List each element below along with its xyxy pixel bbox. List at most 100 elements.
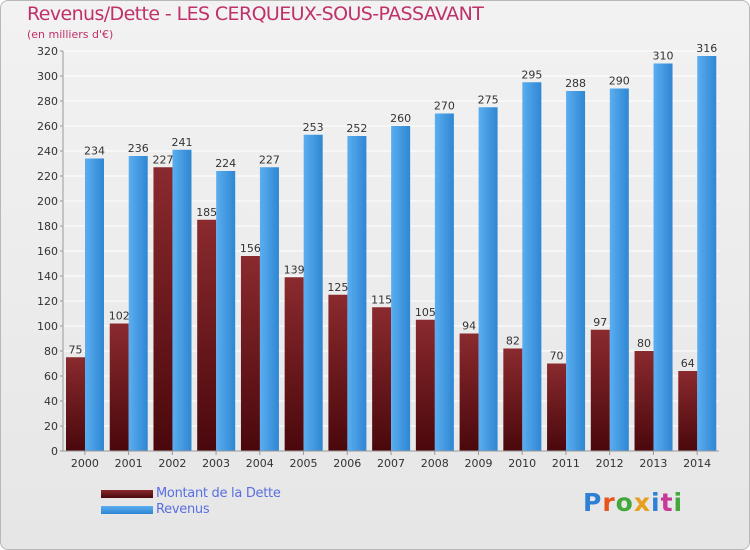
legend-swatch-dette (101, 490, 153, 498)
data-label-dette: 70 (550, 350, 564, 363)
x-tick-label: 2006 (333, 457, 361, 470)
bar-revenus (697, 56, 717, 451)
bar-revenus (478, 107, 498, 451)
y-tick-label: 100 (37, 320, 58, 333)
y-tick-label: 280 (37, 95, 58, 108)
y-tick-label: 140 (37, 270, 58, 283)
x-tick-label: 2000 (71, 457, 99, 470)
y-tick-label: 320 (37, 45, 58, 58)
logo-letter: o (615, 488, 634, 517)
bar-revenus (216, 171, 236, 451)
data-label-dette: 94 (462, 320, 476, 333)
logo-letter: x (633, 488, 651, 517)
bar-dette (284, 277, 304, 451)
logo-letter: t (660, 488, 674, 517)
data-label-dette: 105 (415, 306, 436, 319)
y-tick-label: 180 (37, 220, 58, 233)
bar-revenus (128, 156, 148, 451)
x-tick-label: 2012 (596, 457, 624, 470)
bar-dette (634, 351, 654, 451)
legend-label-revenus: Revenus (156, 502, 210, 517)
data-label-revenus: 316 (696, 42, 717, 55)
bar-dette (547, 363, 567, 451)
data-label-dette: 75 (69, 343, 83, 356)
data-label-dette: 125 (327, 281, 348, 294)
x-tick-label: 2009 (464, 457, 492, 470)
y-tick-label: 220 (37, 170, 58, 183)
chart-subtitle: (en milliers d'€) (27, 28, 114, 41)
data-label-dette: 82 (506, 335, 520, 348)
proxiti-logo: Proxiti (583, 488, 683, 517)
data-label-dette: 80 (637, 337, 651, 350)
page-title: Revenus/Dette - LES CERQUEUX-SOUS-PASSAV… (27, 3, 484, 25)
x-axis: 2000 2001 2002 2003 2004 2005 2006 2007 2008 2009… (63, 450, 719, 470)
data-label-dette: 115 (371, 293, 392, 306)
y-axis: 0 20 40 60 80 100 120 140 160 180 200 220 240 260 280 3… (37, 45, 64, 458)
bar-revenus (653, 63, 673, 451)
data-label-dette: 185 (196, 206, 217, 219)
x-tick-label: 2010 (508, 457, 536, 470)
y-tick-label: 0 (51, 445, 58, 458)
bar-revenus (391, 126, 411, 451)
bar-revenus (566, 91, 586, 451)
logo-letter: P (583, 488, 603, 517)
data-label-revenus: 241 (171, 136, 192, 149)
data-label-revenus: 295 (521, 68, 542, 81)
data-label-revenus: 310 (653, 50, 674, 63)
x-tick-label: 2014 (683, 457, 711, 470)
bar-dette (678, 371, 698, 451)
bar-dette (240, 256, 260, 451)
data-label-revenus: 275 (478, 93, 499, 106)
bar-dette (109, 323, 129, 451)
x-tick-label: 2004 (246, 457, 274, 470)
y-tick-label: 60 (44, 370, 58, 383)
legend-swatch-revenus (101, 506, 153, 514)
data-label-dette: 156 (240, 242, 261, 255)
bar-revenus (259, 167, 279, 451)
x-tick-label: 2001 (115, 457, 143, 470)
data-labels: 7523410223622724118522415622713925312525… (69, 42, 718, 370)
logo-letter: i (651, 488, 661, 517)
bar-revenus (434, 113, 454, 451)
data-label-revenus: 270 (434, 100, 455, 113)
bar-dette (459, 333, 479, 451)
bar-dette (415, 319, 435, 451)
data-label-dette: 64 (681, 357, 695, 370)
bar-dette (153, 167, 173, 451)
data-label-revenus: 224 (215, 157, 236, 170)
y-tick-label: 240 (37, 145, 58, 158)
data-label-revenus: 236 (128, 142, 149, 155)
bar-dette (66, 357, 85, 451)
bar-dette (197, 219, 217, 451)
bar-dette (328, 294, 348, 451)
data-label-dette: 139 (284, 263, 305, 276)
bar-revenus (172, 149, 192, 451)
bar-revenus (303, 134, 323, 451)
bars (66, 56, 717, 451)
data-label-revenus: 288 (565, 77, 586, 90)
logo-letter: i (673, 488, 684, 517)
bar-dette (372, 307, 392, 451)
y-tick-label: 80 (44, 345, 58, 358)
bar-revenus (347, 136, 367, 451)
y-tick-label: 40 (44, 395, 58, 408)
bar-revenus (85, 158, 104, 451)
y-tick-label: 120 (37, 295, 58, 308)
legend-label-dette: Montant de la Dette (156, 486, 281, 501)
y-tick-label: 260 (37, 120, 58, 133)
data-label-revenus: 290 (609, 75, 630, 88)
data-label-revenus: 253 (303, 121, 324, 134)
y-tick-label: 200 (37, 195, 58, 208)
x-tick-label: 2002 (158, 457, 186, 470)
data-label-revenus: 227 (259, 153, 280, 166)
data-label-revenus: 234 (84, 145, 105, 158)
x-tick-label: 2011 (552, 457, 580, 470)
x-tick-label: 2013 (639, 457, 667, 470)
y-tick-label: 20 (44, 420, 58, 433)
x-tick-label: 2007 (377, 457, 405, 470)
bar-dette (590, 329, 610, 451)
data-label-revenus: 252 (346, 122, 367, 135)
logo-letter: r (602, 488, 616, 517)
y-tick-label: 160 (37, 245, 58, 258)
